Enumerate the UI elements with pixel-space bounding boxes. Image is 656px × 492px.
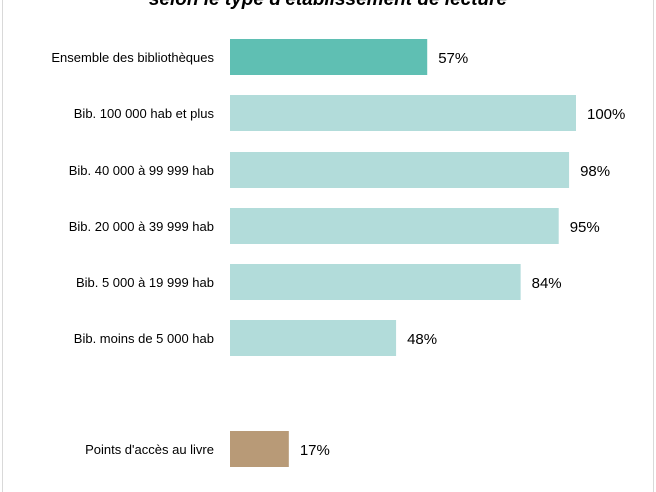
bar	[230, 208, 559, 244]
category-label: Bib. 40 000 à 99 999 hab	[69, 163, 214, 178]
left-border	[2, 0, 3, 492]
category-label: Ensemble des bibliothèques	[51, 50, 214, 65]
category-label: Bib. 100 000 hab et plus	[74, 106, 215, 121]
bar	[230, 320, 397, 356]
chart-title: selon le type d'établissement de lecture	[0, 0, 656, 13]
bar	[230, 152, 570, 188]
data-label: 95%	[570, 219, 600, 236]
data-label: 84%	[532, 275, 562, 292]
data-label: 57%	[438, 50, 468, 67]
category-label: Bib. 5 000 à 19 999 hab	[76, 275, 214, 290]
data-label: 100%	[587, 106, 625, 123]
data-label: 98%	[580, 163, 610, 180]
data-label: 17%	[300, 442, 330, 459]
bar	[230, 264, 521, 300]
right-border	[653, 0, 654, 492]
category-label: Bib. 20 000 à 39 999 hab	[69, 219, 214, 234]
bar	[230, 95, 576, 131]
bar	[230, 431, 289, 467]
bar	[230, 39, 428, 75]
category-label: Points d'accès au livre	[85, 442, 214, 457]
data-label: 48%	[407, 331, 437, 348]
category-label: Bib. moins de 5 000 hab	[74, 331, 214, 346]
